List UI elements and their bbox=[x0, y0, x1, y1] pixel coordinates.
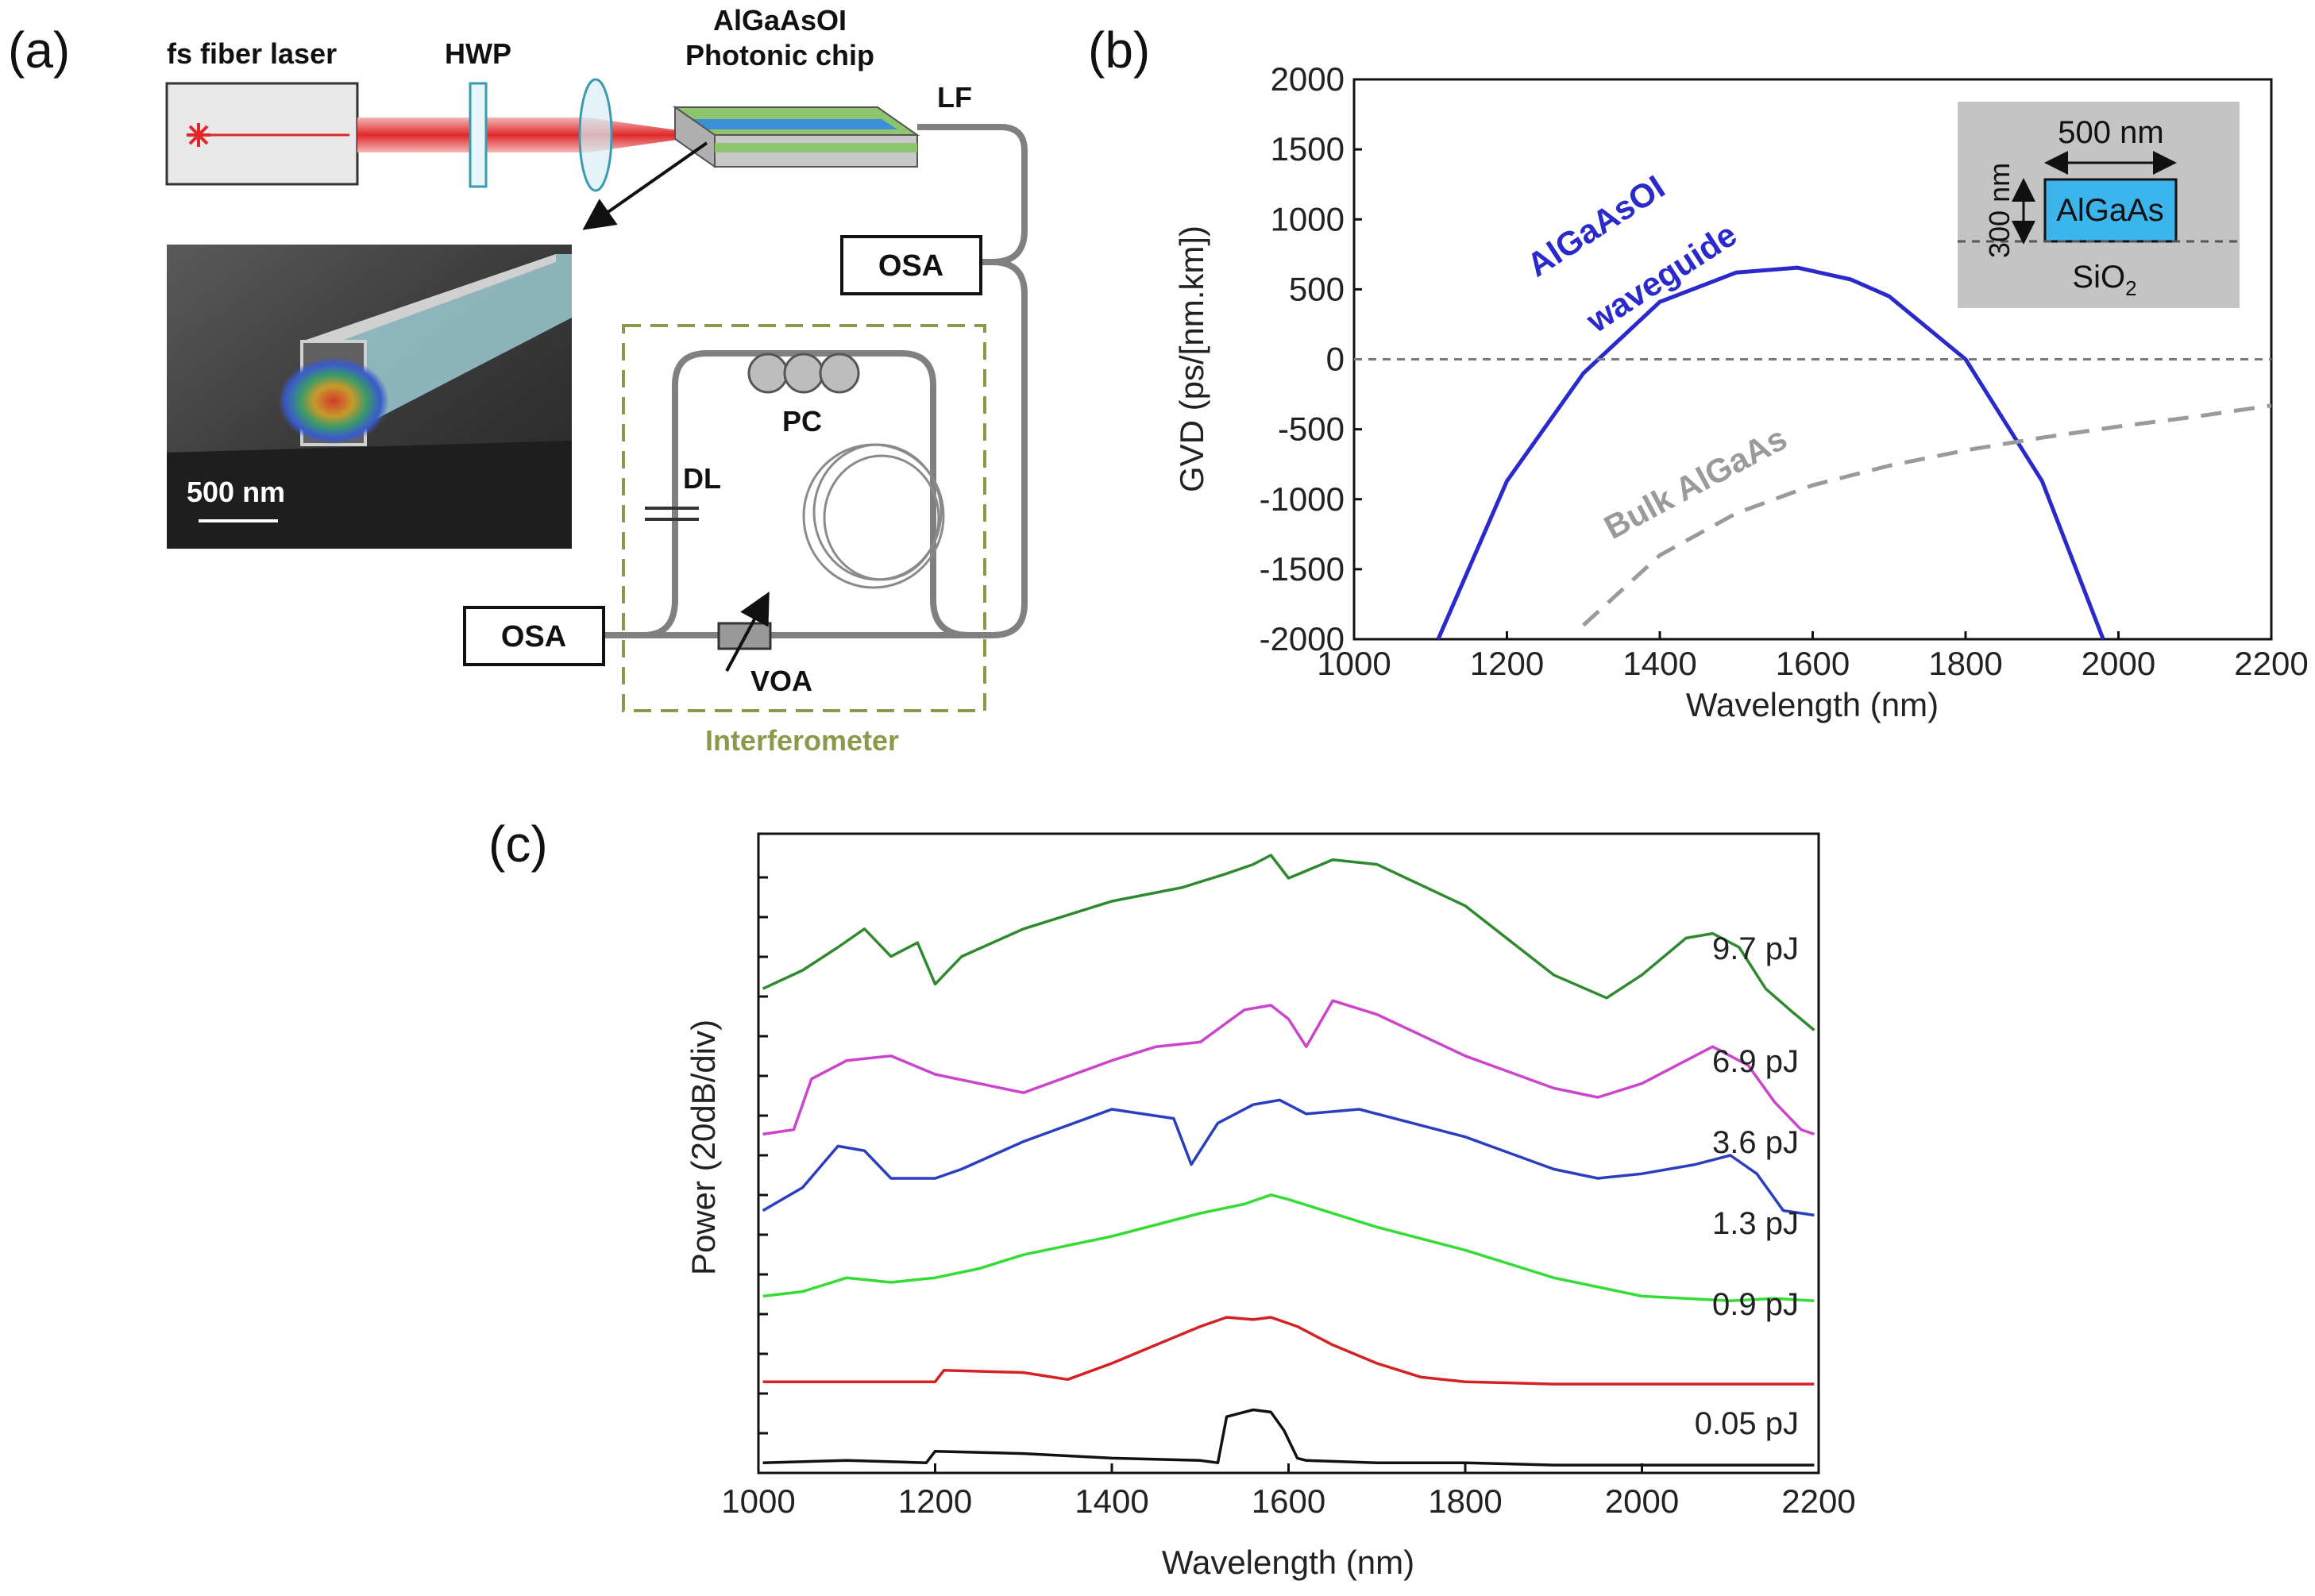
spectrum-0-9-pJ bbox=[762, 1316, 1815, 1386]
panel-c: (c) 1000 1200 1400 1600 1800 2000 2200 9.7 pJ 6… bbox=[488, 815, 1856, 1581]
spectra-xtick-label: 2000 bbox=[1605, 1482, 1679, 1520]
spectra-ylabel: Power (20dB/div) bbox=[685, 1020, 722, 1275]
gvd-ytick-label: -500 bbox=[1278, 411, 1345, 448]
chip-label-line2: Photonic chip bbox=[685, 39, 874, 71]
spectra-plot-frame bbox=[757, 832, 1820, 1475]
gvd-series bbox=[1354, 265, 2272, 640]
spectra-energy-labels: 9.7 pJ 6.9 pJ 3.6 pJ 1.3 pJ 0.9 pJ 0.05 pJ bbox=[1695, 931, 1799, 1441]
spectrum-energy-label: 0.9 pJ bbox=[1712, 1287, 1799, 1322]
interferometer-box bbox=[622, 324, 986, 712]
gvd-ytick-label: 500 bbox=[1289, 270, 1345, 307]
gvd-xtick-label: 1600 bbox=[1776, 645, 1850, 682]
photonic-chip bbox=[672, 106, 920, 168]
spectra-xtick-label: 1200 bbox=[898, 1482, 972, 1520]
spectrum-9-7-pJ bbox=[762, 854, 1815, 1031]
spectrum-energy-label: 1.3 pJ bbox=[1712, 1206, 1799, 1241]
gvd-ytick-label: -1500 bbox=[1260, 550, 1345, 588]
laser-label: fs fiber laser bbox=[167, 37, 337, 70]
panel-b-label: (b) bbox=[1088, 21, 1150, 79]
fiber-main bbox=[981, 259, 1028, 638]
gvd-ytick-label: 2000 bbox=[1271, 60, 1345, 98]
interferometer-loop bbox=[608, 350, 970, 638]
spectra-xtick-label: 2200 bbox=[1781, 1482, 1855, 1520]
spectra-ticks: 1000 1200 1400 1600 1800 2000 2200 bbox=[721, 876, 1856, 1520]
gvd-xtick-label: 1800 bbox=[1928, 645, 2002, 682]
lf-label: LF bbox=[937, 81, 972, 114]
gvd-ytick-label: -2000 bbox=[1260, 620, 1345, 657]
spectrum-1-3-pJ bbox=[762, 1193, 1815, 1302]
spectrum-energy-label: 6.9 pJ bbox=[1712, 1044, 1799, 1079]
spectra-series bbox=[762, 854, 1815, 1467]
gvd-xtick-label: 1200 bbox=[1470, 645, 1544, 682]
panel-b: (b) 1000 1200 1400 1600 1800 2000 2200 2000 1500… bbox=[1088, 21, 2309, 723]
gvd-xtick-label: 2000 bbox=[2082, 645, 2155, 682]
laser-beam bbox=[357, 118, 683, 152]
sem-scale-label: 500 nm bbox=[187, 476, 285, 508]
voa-arrow-icon bbox=[725, 591, 770, 672]
inset-height-label: 300 nm bbox=[1983, 163, 2016, 258]
chip-label-line1: AlGaAsOI bbox=[713, 4, 847, 37]
panel-c-label: (c) bbox=[488, 815, 548, 873]
spectra-xtick-label: 1000 bbox=[721, 1482, 795, 1520]
inset-core-label: AlGaAs bbox=[2056, 193, 2164, 228]
interferometer-label: Interferometer bbox=[705, 724, 899, 757]
gvd-ytick-label: 0 bbox=[1326, 341, 1345, 378]
gvd-ytick-label: 1000 bbox=[1271, 200, 1345, 237]
delay-line bbox=[645, 507, 699, 521]
spectra-xtick-label: 1400 bbox=[1075, 1482, 1148, 1520]
inset-substrate-label: SiO2 bbox=[2072, 260, 2136, 300]
spectra-xtick-label: 1600 bbox=[1252, 1482, 1325, 1520]
gvd-xtick-label: 1400 bbox=[1622, 645, 1696, 682]
fiber-coil bbox=[802, 443, 945, 589]
panel-a: (a) fs fiber laser HWP AlGaAsOI Photonic… bbox=[8, 4, 1028, 757]
gvd-xlabel: Wavelength (nm) bbox=[1686, 686, 1939, 723]
curve-label-gray: Bulk AlGaAs bbox=[1598, 419, 1792, 546]
gvd-series-bulk-algaas bbox=[1582, 403, 2272, 627]
spectra-xlabel: Wavelength (nm) bbox=[1162, 1544, 1414, 1581]
hwp-label: HWP bbox=[445, 37, 511, 70]
voa-label: VOA bbox=[750, 665, 812, 697]
gvd-xtick-label: 2200 bbox=[2234, 645, 2308, 682]
spectra-xtick-label: 1800 bbox=[1428, 1482, 1502, 1520]
lens bbox=[578, 78, 613, 192]
inset-width-label: 500 nm bbox=[2058, 115, 2163, 150]
pc-label: PC bbox=[782, 405, 822, 438]
spectrum-energy-label: 0.05 pJ bbox=[1695, 1406, 1799, 1441]
waveguide-inset bbox=[1958, 102, 2240, 308]
spectrum-0-05-pJ bbox=[762, 1408, 1815, 1467]
spectrum-energy-label: 9.7 pJ bbox=[1712, 931, 1799, 966]
hwp-plate bbox=[469, 82, 488, 188]
gvd-ylabel: GVD (ps/[nm.km]) bbox=[1173, 226, 1210, 492]
sem-image bbox=[167, 245, 572, 549]
gvd-xtick-label: 1000 bbox=[1317, 645, 1391, 682]
osa-top-label: OSA bbox=[878, 249, 943, 283]
spectrum-energy-label: 3.6 pJ bbox=[1712, 1125, 1799, 1160]
polarization-controller bbox=[747, 353, 860, 394]
osa-bottom-box bbox=[463, 606, 605, 666]
gvd-ytick-label: 1500 bbox=[1271, 130, 1345, 168]
gvd-ticks: 1000 1200 1400 1600 1800 2000 2200 2000 1500 1000… bbox=[1260, 60, 2309, 682]
osa-bottom-label: OSA bbox=[501, 620, 566, 653]
spectrum-3-6-pJ bbox=[762, 1098, 1815, 1217]
osa-top-box bbox=[840, 235, 982, 295]
dl-label: DL bbox=[683, 462, 721, 495]
panel-a-label: (a) bbox=[8, 21, 70, 79]
gvd-ytick-label: -1000 bbox=[1260, 480, 1345, 518]
spectrum-6-9-pJ bbox=[762, 999, 1815, 1136]
chip-to-sem-arrow bbox=[582, 141, 708, 230]
gvd-series-algaasoi-waveguide bbox=[1436, 265, 2105, 640]
